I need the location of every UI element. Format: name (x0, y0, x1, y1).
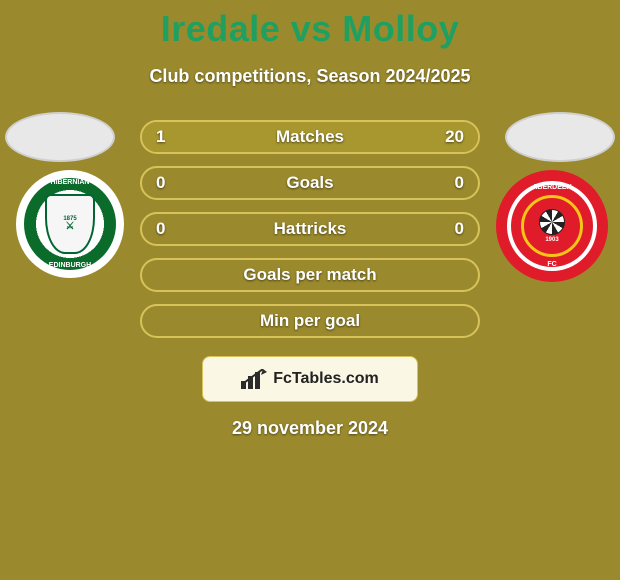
club-right-year: 1903 (545, 237, 558, 243)
aberdeen-crest-icon: ABERDEEN 1903 FC (507, 181, 597, 271)
stat-label: Goals (286, 173, 333, 193)
bar-chart-icon (241, 369, 267, 389)
page-subtitle: Club competitions, Season 2024/2025 (0, 66, 620, 87)
stat-value-left: 1 (156, 127, 165, 147)
stat-value-left: 0 (156, 173, 165, 193)
footer-date: 29 november 2024 (0, 418, 620, 439)
stat-row: 0 0 Goals (140, 166, 480, 200)
club-left-city: EDINBURGH (24, 262, 116, 269)
comparison-infographic: Iredale vs Molloy Club competitions, Sea… (0, 0, 620, 580)
football-icon (539, 209, 565, 235)
stat-value-left: 0 (156, 219, 165, 239)
club-right-name: ABERDEEN (511, 184, 593, 191)
stat-label: Hattricks (274, 219, 347, 239)
shield-icon: 1875 ⚔ (45, 194, 95, 254)
stat-row: Min per goal (140, 304, 480, 338)
stat-label: Goals per match (243, 265, 376, 285)
player-photo-left (5, 112, 115, 162)
stat-value-right: 20 (445, 127, 464, 147)
stat-label: Min per goal (260, 311, 360, 331)
stat-row: 0 0 Hattricks (140, 212, 480, 246)
stat-value-right: 0 (455, 219, 464, 239)
stat-label: Matches (276, 127, 344, 147)
club-badge-right: ABERDEEN 1903 FC (496, 170, 608, 282)
hibernian-crest-icon: HIBERNIAN 1875 ⚔ EDINBURGH (24, 178, 116, 270)
stat-row: Goals per match (140, 258, 480, 292)
watermark-text: FcTables.com (273, 370, 379, 388)
stat-rows: 1 20 Matches 0 0 Goals 0 0 Hattricks Goals per ma… (140, 120, 480, 350)
watermark: FcTables.com (202, 356, 418, 402)
stat-row: 1 20 Matches (140, 120, 480, 154)
stat-value-right: 0 (455, 173, 464, 193)
player-photo-right (505, 112, 615, 162)
club-left-name: HIBERNIAN (24, 179, 116, 186)
club-right-suffix: FC (511, 261, 593, 268)
club-badge-left: HIBERNIAN 1875 ⚔ EDINBURGH (16, 170, 124, 278)
page-title: Iredale vs Molloy (0, 0, 620, 50)
